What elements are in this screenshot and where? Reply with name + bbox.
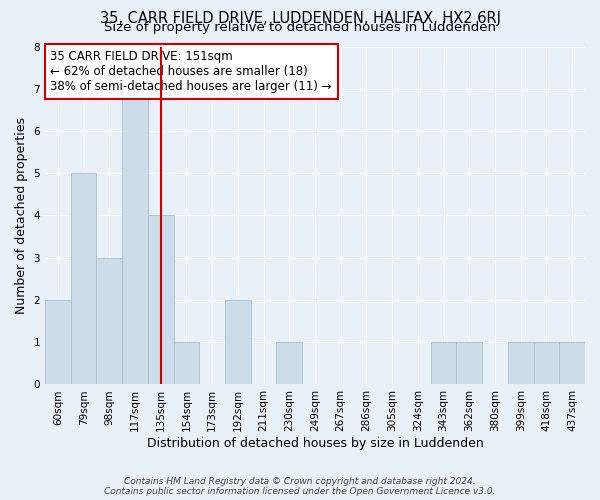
Bar — [148, 216, 173, 384]
Bar — [277, 342, 302, 384]
Bar — [45, 300, 71, 384]
Y-axis label: Number of detached properties: Number of detached properties — [15, 117, 28, 314]
Bar — [71, 173, 97, 384]
X-axis label: Distribution of detached houses by size in Luddenden: Distribution of detached houses by size … — [146, 437, 484, 450]
Text: Contains HM Land Registry data © Crown copyright and database right 2024.
Contai: Contains HM Land Registry data © Crown c… — [104, 476, 496, 496]
Text: 35, CARR FIELD DRIVE, LUDDENDEN, HALIFAX, HX2 6RJ: 35, CARR FIELD DRIVE, LUDDENDEN, HALIFAX… — [100, 11, 500, 26]
Bar — [533, 342, 559, 384]
Bar — [97, 258, 122, 384]
Bar — [457, 342, 482, 384]
Bar — [225, 300, 251, 384]
Text: 35 CARR FIELD DRIVE: 151sqm
← 62% of detached houses are smaller (18)
38% of sem: 35 CARR FIELD DRIVE: 151sqm ← 62% of det… — [50, 50, 332, 93]
Text: Size of property relative to detached houses in Luddenden: Size of property relative to detached ho… — [104, 22, 496, 35]
Bar — [559, 342, 585, 384]
Bar — [431, 342, 457, 384]
Bar — [173, 342, 199, 384]
Bar — [508, 342, 533, 384]
Bar — [122, 88, 148, 385]
